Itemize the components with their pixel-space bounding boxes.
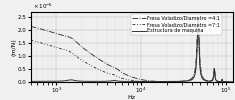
Fresa Voladizo/Diametro =7:1 [66,50,69,51]
Fresa Voladizo/Diametro =4:1 [150,80,153,82]
Estructura de maquina [231,81,234,82]
Estructura de maquina [66,80,69,81]
Estructura de maquina [195,56,198,58]
Fresa Voladizo/Diametro =7:1 [29,40,32,41]
Fresa Voladizo/Diametro =4:1 [29,26,32,27]
Estructura de maquina [161,81,163,82]
Legend: Fresa Voladizo/Diametro =4:1, Fresa Voladizo/Diametro =7:1, Estructura de maquin: Fresa Voladizo/Diametro =4:1, Fresa Vola… [131,14,222,35]
Fresa Voladizo/Diametro =7:1 [106,73,109,74]
Line: Fresa Voladizo/Diametro =7:1: Fresa Voladizo/Diametro =7:1 [31,28,233,82]
Fresa Voladizo/Diametro =7:1 [150,81,153,82]
Fresa Voladizo/Diametro =4:1 [106,64,109,65]
Fresa Voladizo/Diametro =7:1 [195,56,198,57]
Fresa Voladizo/Diametro =7:1 [197,27,200,28]
Fresa Voladizo/Diametro =7:1 [180,81,183,82]
Fresa Voladizo/Diametro =7:1 [161,81,163,82]
Fresa Voladizo/Diametro =4:1 [197,16,200,18]
Estructura de maquina [150,81,153,82]
Fresa Voladizo/Diametro =7:1 [231,81,234,83]
Estructura de maquina [197,19,200,20]
Line: Estructura de maquina: Estructura de maquina [31,20,233,82]
Text: $\times\,10^{-6}$: $\times\,10^{-6}$ [33,1,53,11]
X-axis label: Hz: Hz [128,96,136,100]
Estructura de maquina [106,81,109,82]
Fresa Voladizo/Diametro =4:1 [195,48,198,49]
Fresa Voladizo/Diametro =4:1 [231,81,234,82]
Y-axis label: (m/N): (m/N) [11,38,16,56]
Fresa Voladizo/Diametro =4:1 [66,36,69,37]
Fresa Voladizo/Diametro =4:1 [180,81,183,82]
Line: Fresa Voladizo/Diametro =4:1: Fresa Voladizo/Diametro =4:1 [31,17,233,82]
Fresa Voladizo/Diametro =4:1 [161,81,163,82]
Estructura de maquina [29,81,32,82]
Estructura de maquina [180,81,183,82]
